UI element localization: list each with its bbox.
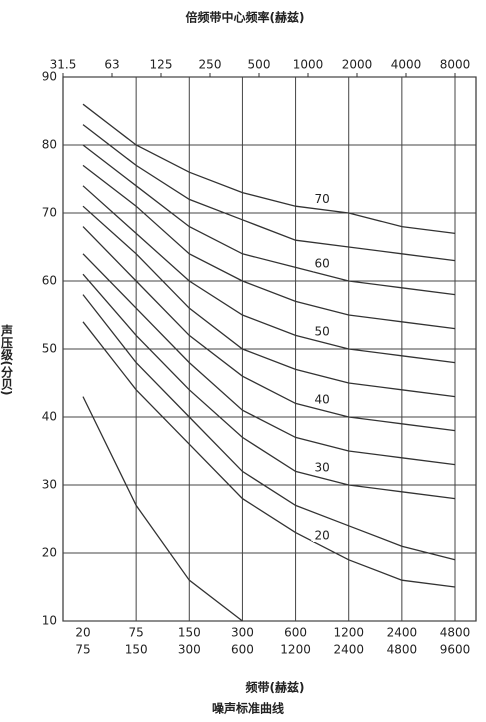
x-tick-label: 1200 [333,626,364,640]
nc-curve [82,164,456,330]
x2-tick-label: 125 [150,58,173,72]
x-tick-label: 2400 [333,643,364,657]
y-tick-label: 40 [42,410,57,424]
x-tick-label: 4800 [387,643,418,657]
y-tick-label: 60 [42,274,57,288]
curve-label: 40 [315,393,330,407]
y-tick-label: 30 [42,478,57,492]
nc-curve [82,253,456,466]
x-tick-label: 600 [284,626,307,640]
nc-curve [82,396,243,622]
y-tick-label: 20 [42,546,57,560]
y-tick-label: 90 [42,70,57,84]
x-axis-title: 频带(赫兹) [246,680,305,695]
x-tick-label: 9600 [440,643,471,657]
nc-curve [82,124,456,262]
x-tick-label: 2400 [387,626,418,640]
caption: 噪声标准曲线 [212,701,284,716]
x-tick-label: 150 [178,626,201,640]
y-axis-title: 声压级(分贝) [0,323,14,395]
nc-curve [82,205,456,398]
curve-label: 30 [315,461,330,475]
y-tick-label: 50 [42,342,57,356]
nc-curve [82,185,456,364]
y-tick-label: 10 [42,614,57,628]
y-tick-label: 80 [42,138,57,152]
nc-curve [82,321,456,588]
x-tick-label: 150 [125,643,148,657]
x2-tick-label: 250 [199,58,222,72]
x-tick-label: 600 [231,643,254,657]
curve-label: 50 [315,325,330,339]
y-tick-label: 70 [42,206,57,220]
nc-curve [82,103,456,235]
nc-curve [82,273,456,500]
x2-tick-label: 31.5 [50,58,77,72]
x2-tick-label: 1000 [293,58,324,72]
nc-curve [82,144,456,296]
curve-label: 70 [315,192,330,206]
chart-title: 倍频带中心频率(赫兹) [186,10,305,25]
x-tick-label: 75 [75,643,90,657]
x-tick-label: 1200 [280,643,311,657]
x-tick-label: 75 [129,626,144,640]
x2-tick-label: 8000 [440,58,471,72]
x2-tick-label: 500 [248,58,271,72]
nc-curve [82,226,456,432]
curve-label: 60 [315,257,330,271]
x-tick-label: 4800 [440,626,471,640]
x-tick-label: 300 [231,626,254,640]
x2-tick-label: 2000 [342,58,373,72]
x-tick-label: 20 [75,626,90,640]
x2-tick-label: 4000 [391,58,422,72]
curve-label: 20 [315,529,330,543]
x-tick-label: 300 [178,643,201,657]
nc-curve [82,294,456,561]
x2-tick-label: 63 [104,58,119,72]
